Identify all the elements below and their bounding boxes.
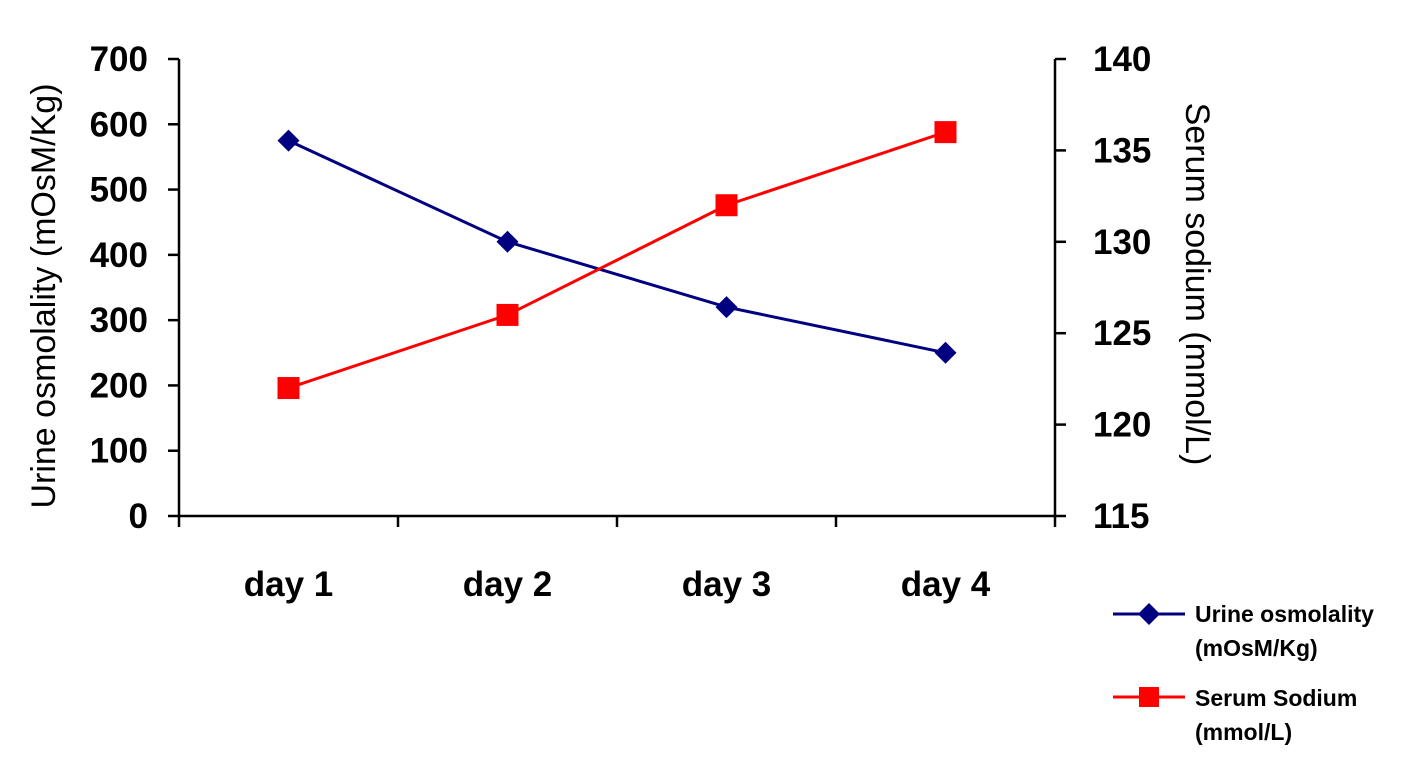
legend: Urine osmolality (mOsM/Kg) Serum Sodium … <box>1113 601 1374 745</box>
data-point-diamond <box>715 296 738 319</box>
legend-marker-urine <box>1138 603 1160 625</box>
y2-tick-label: 120 <box>1093 406 1151 445</box>
data-point-square <box>715 194 738 217</box>
tick-labels: 0 100 200 300 400 500 600 700 115 120 125 130 135 140… <box>90 40 1152 604</box>
data-point-square <box>496 303 519 326</box>
y2-tick-label: 135 <box>1093 131 1151 170</box>
y-tick-label: 0 <box>129 497 148 536</box>
x-tick-label: day 1 <box>244 565 334 604</box>
y-tick-label: 500 <box>90 171 148 210</box>
x-tick-label: day 4 <box>901 565 991 604</box>
x-tick-label: day 3 <box>682 565 772 604</box>
series <box>277 121 957 400</box>
legend-label-urine-line1: Urine osmolality <box>1195 601 1374 627</box>
ticks <box>168 57 1066 527</box>
y-tick-label: 200 <box>90 366 148 405</box>
y-tick-label: 600 <box>90 105 148 144</box>
y-tick-label: 700 <box>90 40 148 79</box>
legend-marker-sodium <box>1139 687 1159 707</box>
data-point-diamond <box>277 129 300 152</box>
data-point-diamond <box>496 230 519 253</box>
legend-label-sodium-line2: (mmol/L) <box>1195 719 1292 745</box>
y2-tick-label: 140 <box>1093 40 1151 79</box>
data-point-square <box>934 121 957 144</box>
x-tick-label: day 2 <box>463 565 553 604</box>
series-line-1 <box>288 130 946 390</box>
y-axis-title: Urine osmolality (mOsM/Kg) <box>25 83 63 508</box>
legend-label-urine-line2: (mOsM/Kg) <box>1195 635 1318 661</box>
y-tick-label: 400 <box>90 236 148 275</box>
series-line-0 <box>287 139 946 355</box>
y-tick-label: 100 <box>90 432 148 471</box>
y2-tick-label: 115 <box>1093 497 1149 536</box>
data-point-diamond <box>934 341 957 364</box>
y2-tick-label: 130 <box>1093 223 1151 262</box>
y2-axis-title: Serum sodium (mmol/L) <box>1178 103 1216 466</box>
data-point-square <box>277 377 300 400</box>
axes <box>177 59 1057 518</box>
legend-label-sodium-line1: Serum Sodium <box>1195 685 1357 711</box>
y-tick-label: 300 <box>90 301 148 340</box>
y2-tick-label: 125 <box>1093 314 1151 353</box>
